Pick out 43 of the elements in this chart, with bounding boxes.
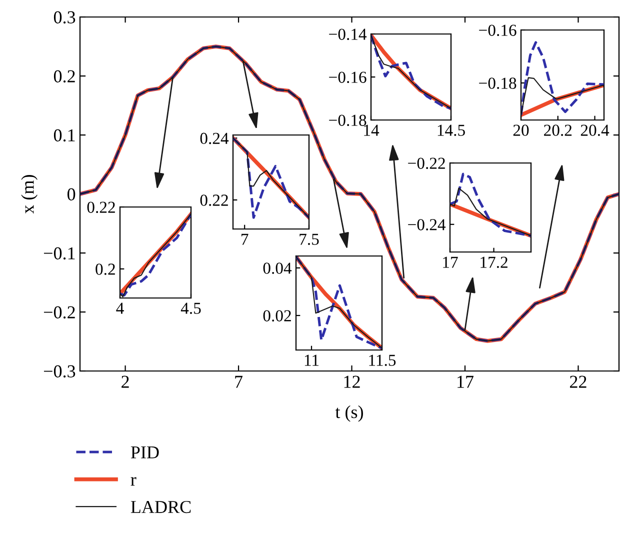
y-tick-label: 0.2 [96,264,115,275]
x-tick-label: 17 [443,256,458,268]
y-tick-label: 0.2 [54,70,75,83]
y-tick-label: 0.22 [200,194,228,206]
x-tick-label: 7 [235,376,243,388]
x-tick-label: 20 [513,124,529,136]
x-tick-label: 7.5 [300,234,319,245]
y-tick-label: −0.18 [329,114,366,126]
y-tick-label: 0.04 [263,262,292,274]
x-tick-label: 4.5 [180,302,201,314]
x-tick-label: 14 [364,124,380,136]
legend-label: r [130,477,136,486]
x-tick-label: 20.4 [580,124,610,136]
y-tick-label: −0.22 [408,158,445,170]
y-tick-label: −0.2 [44,306,75,319]
legend-label: PID [130,446,159,458]
x-tick-label: 17.2 [480,256,508,268]
y-tick-label: 0 [67,188,76,200]
y-tick-label: 0.02 [263,310,291,322]
x-tick-label: 4 [116,302,124,314]
x-tick-label: 20.2 [544,124,572,136]
x-axis-title: t (s) [335,405,363,422]
x-tick-label: 14.5 [438,124,465,136]
y-tick-label: −0.14 [329,28,367,40]
x-tick-label: 12 [344,376,360,388]
y-tick-label: 0.1 [54,129,75,142]
y-tick-label: −0.24 [408,219,446,230]
x-tick-label: 22 [570,376,586,388]
x-tick-label: 7 [242,234,248,245]
y-axis-title: x (m) [21,174,38,214]
x-tick-label: 11.5 [369,354,396,366]
y-tick-label: −0.1 [44,247,75,260]
x-tick-label: 2 [122,376,129,388]
y-tick-label: −0.18 [479,78,516,89]
y-tick-label: −0.3 [44,365,76,378]
legend-label: LADRC [130,500,191,514]
y-tick-label: 0.3 [54,11,76,24]
y-tick-label: 0.22 [87,202,115,214]
x-tick-label: 11 [304,354,319,366]
y-tick-label: −0.16 [329,72,366,84]
y-tick-label: −0.16 [479,24,516,36]
x-tick-label: 17 [458,376,474,388]
y-tick-label: 0.24 [200,132,229,144]
